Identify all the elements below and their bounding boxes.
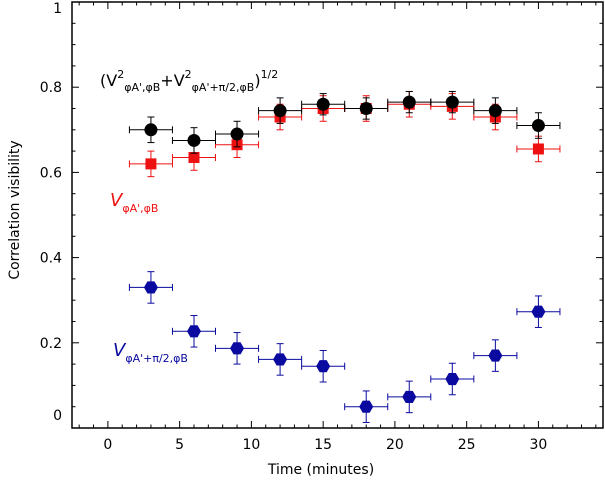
data-point [186, 325, 201, 338]
data-point [488, 104, 502, 118]
data-point [273, 104, 287, 118]
ticks [72, 1, 603, 429]
data-point [316, 360, 331, 373]
x-tick-label: 30 [530, 437, 548, 453]
black-series-annotation: (V2φA',φB+V2φA'+π/2,φB)1/2 [100, 68, 278, 94]
y-tick-label: 0 [53, 408, 62, 424]
data-point [531, 305, 546, 318]
data-point [230, 342, 245, 355]
data-point [445, 95, 459, 109]
data-point [143, 281, 158, 294]
x-tick-label: 20 [386, 437, 404, 453]
data-point [187, 133, 201, 147]
data-point [359, 400, 374, 413]
x-tick-label: 25 [458, 437, 476, 453]
series-circle [128, 90, 561, 154]
series-layer [128, 90, 561, 423]
data-point [144, 123, 158, 137]
blue-series-annotation: VφA'+π/2,φB [113, 340, 188, 365]
x-tick-label: 10 [242, 437, 260, 453]
y-tick-label: 0.6 [40, 165, 62, 181]
x-tick-label: 15 [314, 437, 332, 453]
data-point [402, 390, 417, 403]
data-point [316, 97, 330, 111]
data-point [230, 127, 244, 141]
x-tick-label: 5 [175, 437, 184, 453]
red-series-annotation: VφA',φB [110, 190, 158, 215]
data-point [445, 372, 460, 386]
data-point [532, 143, 544, 155]
data-point [273, 353, 288, 366]
data-point [402, 95, 416, 109]
x-tick-label: 0 [103, 437, 112, 453]
y-axis-label: Correlation visibility [7, 140, 23, 279]
y-tick-label: 1 [53, 1, 62, 17]
data-point [531, 119, 545, 133]
data-point [359, 102, 373, 115]
y-tick-label: 0.8 [40, 80, 62, 96]
tick-labels: 0 5 10 15 20 25 30 0 0.2 0.4 0.6 0.8 1 [40, 1, 548, 453]
y-tick-label: 0.2 [40, 336, 62, 352]
data-point [188, 151, 200, 163]
y-tick-label: 0.4 [40, 251, 62, 267]
data-point [488, 349, 503, 362]
data-point [145, 158, 157, 170]
series-hexagon [128, 271, 561, 423]
x-axis-label: Time (minutes) [267, 462, 374, 478]
